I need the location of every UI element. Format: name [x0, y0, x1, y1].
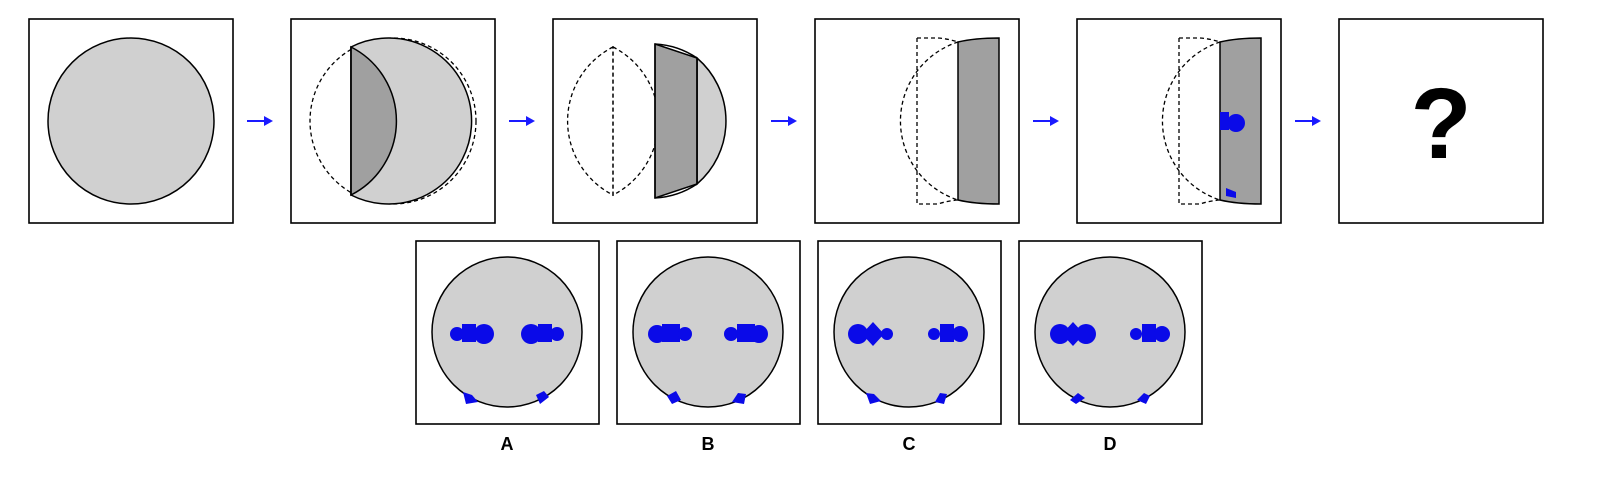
step-5-panel	[1076, 18, 1282, 224]
punch-rectangle	[1220, 112, 1229, 130]
option-c[interactable]: C	[817, 240, 1002, 454]
step-1-panel	[28, 18, 234, 224]
folded-flap	[350, 45, 398, 197]
arrow-5	[1295, 116, 1321, 126]
original-outline	[309, 37, 477, 205]
option-c-circle	[833, 256, 985, 408]
option-c-label: C	[903, 434, 916, 454]
step-3-panel	[552, 18, 758, 224]
option-a[interactable]: A	[415, 240, 600, 454]
previous-fold-outline	[1161, 41, 1221, 201]
option-b[interactable]: B	[616, 240, 801, 454]
option-d-holes	[1050, 322, 1170, 404]
arrow-4	[1033, 116, 1059, 126]
option-c-holes	[848, 322, 968, 404]
step-4-panel	[814, 18, 1020, 224]
question-mark: ?	[1410, 68, 1471, 180]
option-a-circle	[431, 256, 583, 408]
step-2-panel	[290, 18, 496, 224]
question-frame	[1338, 18, 1544, 224]
option-b-holes	[648, 324, 768, 404]
arrow-1	[247, 116, 273, 126]
arrow-3	[771, 116, 797, 126]
previous-fold-outline	[899, 41, 959, 201]
option-b-circle	[632, 256, 784, 408]
punch-edge-notch	[1226, 188, 1236, 198]
folded-strip	[654, 42, 698, 200]
previous-outline	[567, 45, 614, 197]
punch-circle	[1227, 114, 1245, 132]
remaining-paper	[696, 56, 727, 186]
option-b-label: B	[702, 434, 715, 454]
option-d-circle	[1034, 256, 1186, 408]
option-d[interactable]: D	[1018, 240, 1203, 454]
option-a-label: A	[501, 434, 514, 454]
option-a-holes	[450, 324, 564, 404]
previous-outline	[916, 38, 959, 205]
arrow-2	[509, 116, 535, 126]
question-panel: ?	[1338, 18, 1544, 224]
previous-outline	[1178, 38, 1221, 205]
option-d-label: D	[1104, 434, 1117, 454]
paper-circle	[47, 37, 215, 205]
folded-strip	[957, 37, 1000, 205]
